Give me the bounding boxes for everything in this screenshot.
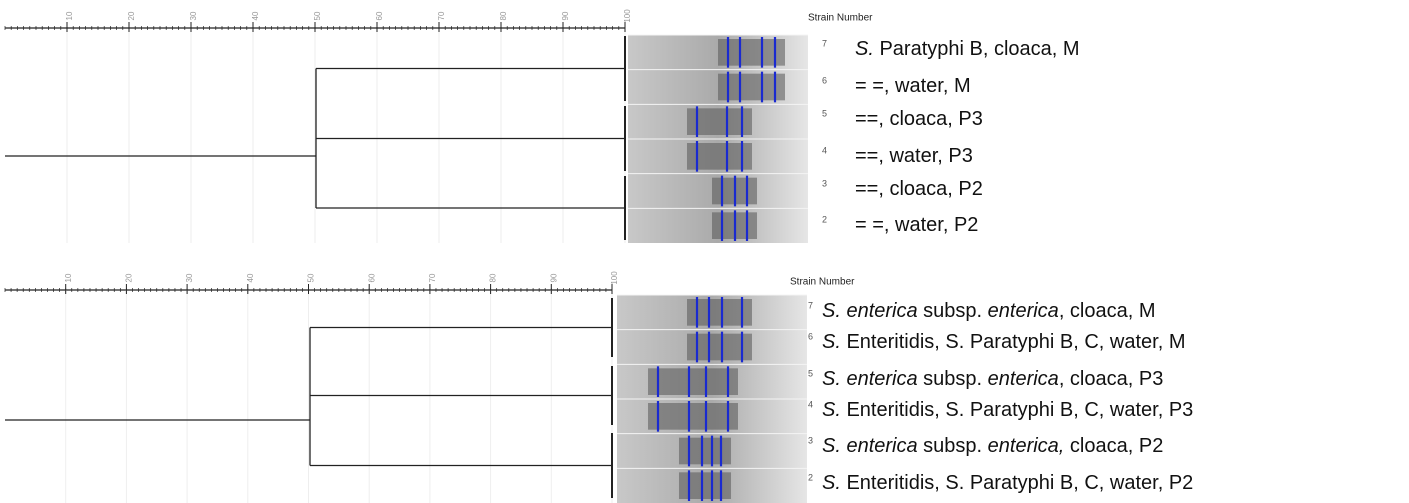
strain-number: 3 — [808, 435, 813, 445]
label-segment: subsp. — [918, 435, 988, 457]
strain-label: ==, cloaca, P3 — [855, 108, 983, 130]
label-segment: S. enterica — [822, 435, 918, 457]
scale-label: 20 — [125, 273, 134, 282]
scale-label: 50 — [313, 11, 322, 20]
label-segment: Enteritidis, S. Paratyphi B, C, water, M — [841, 331, 1186, 353]
gel-lane — [648, 403, 738, 430]
strain-label: S. enterica subsp. enterica, cloaca, M — [822, 300, 1156, 322]
gel-lane — [648, 368, 738, 395]
label-segment: = =, water, P2 — [855, 214, 978, 236]
scale-label: 70 — [437, 11, 446, 20]
gel-lane — [718, 73, 785, 101]
scale-label: 100 — [623, 9, 632, 23]
scale-label: 10 — [65, 11, 74, 20]
strain-number: 2 — [808, 472, 813, 482]
label-segment: , cloaca, M — [1059, 300, 1156, 322]
strain-label: S. Enteritidis, S. Paratyphi B, C, water… — [822, 331, 1185, 353]
scale-label: 90 — [549, 273, 558, 282]
label-segment: = =, water, M — [855, 75, 971, 97]
label-segment: Paratyphi B, cloaca, M — [874, 38, 1080, 60]
label-segment: ==, cloaca, P3 — [855, 108, 983, 130]
strain-number: 7 — [808, 300, 813, 310]
label-segment: subsp. — [918, 368, 988, 390]
gel-lane — [718, 39, 785, 66]
label-segment: S. enterica — [822, 368, 918, 390]
strain-number: 4 — [808, 399, 813, 409]
label-segment: cloaca, P2 — [1064, 435, 1163, 457]
strain-label: S. Paratyphi B, cloaca, M — [855, 38, 1080, 60]
strain-number: 4 — [822, 145, 827, 155]
strain-label: S. Enteritidis, S. Paratyphi B, C, water… — [822, 399, 1193, 421]
strain-number: 6 — [808, 331, 813, 341]
label-segment: S. enterica — [822, 300, 918, 322]
scale-label: 40 — [251, 11, 260, 20]
scale-label: 80 — [499, 11, 508, 20]
strain-label: = =, water, P2 — [855, 214, 978, 236]
scale-label: 40 — [246, 273, 255, 282]
label-segment: S. — [855, 38, 874, 60]
scale-label: 20 — [127, 11, 136, 20]
gel-lane — [679, 437, 731, 465]
label-segment: Enteritidis, S. Paratyphi B, C, water, P… — [841, 399, 1193, 421]
label-segment: enterica — [988, 368, 1059, 390]
scale-label: 30 — [189, 11, 198, 20]
label-segment: enterica, — [988, 435, 1065, 457]
strain-label: = =, water, M — [855, 75, 971, 97]
strain-number: 2 — [822, 214, 827, 224]
scale-label: 50 — [307, 273, 316, 282]
strain-number: 6 — [822, 75, 827, 85]
scale-label: 100 — [610, 271, 619, 285]
strain-label: S. enterica subsp. enterica, cloaca, P2 — [822, 435, 1163, 457]
strain-number: 5 — [808, 368, 813, 378]
label-segment: , cloaca, P3 — [1059, 368, 1164, 390]
scale-label: 10 — [64, 273, 73, 282]
strain-number: 3 — [822, 178, 827, 188]
gel-lane — [679, 472, 731, 499]
scale-label: 90 — [561, 11, 570, 20]
scale-label: 80 — [489, 273, 498, 282]
strain-number-header: Strain Number — [790, 277, 855, 288]
scale-label: 70 — [428, 273, 437, 282]
strain-label: S. Enteritidis, S. Paratyphi B, C, water… — [822, 472, 1193, 494]
label-segment: enterica — [988, 300, 1059, 322]
strain-label: ==, cloaca, P2 — [855, 178, 983, 200]
scale-label: 30 — [185, 273, 194, 282]
label-segment: ==, cloaca, P2 — [855, 178, 983, 200]
scale-label: 60 — [367, 273, 376, 282]
label-segment: S. — [822, 399, 841, 421]
scale-label: 60 — [375, 11, 384, 20]
strain-number: 5 — [822, 108, 827, 118]
label-segment: ==, water, P3 — [855, 145, 973, 167]
strain-number-header: Strain Number — [808, 13, 873, 24]
label-segment: Enteritidis, S. Paratyphi B, C, water, P… — [841, 472, 1193, 494]
strain-number: 7 — [822, 38, 827, 48]
label-segment: S. — [822, 331, 841, 353]
strain-label: ==, water, P3 — [855, 145, 973, 167]
strain-label: S. enterica subsp. enterica, cloaca, P3 — [822, 368, 1163, 390]
label-segment: S. — [822, 472, 841, 494]
label-segment: subsp. — [918, 300, 988, 322]
